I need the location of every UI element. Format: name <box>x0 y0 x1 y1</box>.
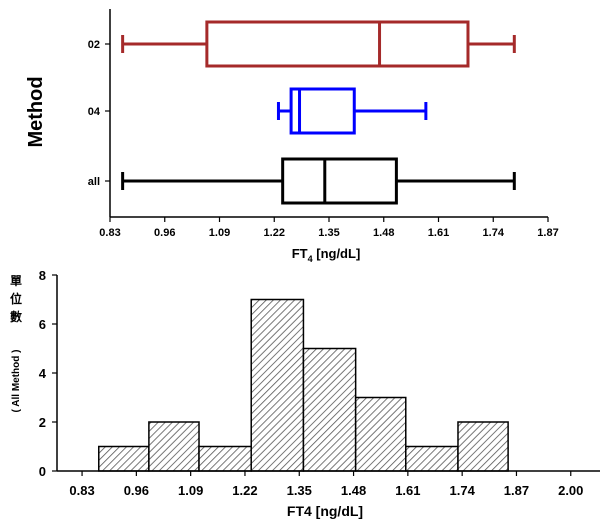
histogram-y-label-char: 位 <box>10 291 22 306</box>
histogram-y-label-char: 數 <box>10 309 22 324</box>
boxplot-x-tick-label: 1.22 <box>264 227 285 239</box>
boxplot-x-tick-label: 1.61 <box>428 227 449 239</box>
histogram-y-tick-label: 2 <box>39 415 46 430</box>
boxplot-x-tick-label: 1.74 <box>483 227 505 239</box>
histogram-x-tick-label: 1.09 <box>178 483 203 498</box>
histogram-y-tick-label: 0 <box>39 464 46 479</box>
histogram-bar <box>457 421 509 472</box>
histogram-x-tick-label: 1.22 <box>232 483 257 498</box>
histogram-bar <box>98 445 150 472</box>
histogram-x-tick-label: 1.48 <box>341 483 366 498</box>
boxplot-category-label: 04 <box>88 106 101 118</box>
histogram-bar <box>250 298 305 472</box>
histogram-x-tick-label: 0.83 <box>69 483 94 498</box>
histogram-bar <box>148 421 200 472</box>
boxplot-x-tick-label: 0.96 <box>154 227 175 239</box>
histogram-chart: 0 2 4 6 8 0.83 0.96 1.09 1.22 1.35 1.48 1.61 1.74 1.… <box>10 268 600 519</box>
boxplot-y-axis-label: Method <box>25 76 47 147</box>
histogram-x-tick-label: 1.35 <box>287 483 312 498</box>
histogram-bar <box>198 445 252 472</box>
boxplot-x-tick-label: 0.83 <box>99 227 120 239</box>
histogram-y-label-char: 單 <box>10 274 22 288</box>
histogram-x-tick-label: 1.74 <box>450 483 476 498</box>
histogram-x-tick-label: 1.87 <box>504 483 529 498</box>
box-02 <box>121 20 516 68</box>
boxplot-x-tick-label: 1.48 <box>373 227 394 239</box>
box-iqr <box>205 20 470 68</box>
histogram-x-tick-label: 0.96 <box>124 483 149 498</box>
histogram-bar <box>354 396 407 472</box>
histogram-bar <box>405 445 459 472</box>
histogram-x-tick-label: 2.00 <box>558 483 583 498</box>
histogram-y-label-sub: ( All Method ) <box>11 350 22 413</box>
box-04 <box>276 87 428 135</box>
box-iqr <box>289 87 356 135</box>
boxplot-x-axis-label: FT4 [ng/dL] <box>292 246 361 264</box>
boxplot-category-label: all <box>88 176 100 188</box>
histogram-y-tick-label: 4 <box>39 366 47 381</box>
histogram-y-axis-label: 單 位 數 ( All Method ) <box>10 274 22 412</box>
histogram-x-axis-label: FT4 [ng/dL] <box>287 503 363 519</box>
histogram-y-tick-label: 6 <box>39 317 46 332</box>
boxplot-chart: 0.83 0.96 1.09 1.22 1.35 1.48 1.61 1.74 1.87 02 0… <box>25 9 559 264</box>
boxplot-category-label: 02 <box>88 39 100 51</box>
box-all <box>121 157 516 205</box>
histogram-y-tick-label: 8 <box>39 268 46 283</box>
boxplot-x-tick-label: 1.09 <box>209 227 230 239</box>
box-iqr <box>281 157 398 205</box>
histogram-bar <box>302 347 357 472</box>
histogram-x-tick-label: 1.61 <box>395 483 420 498</box>
boxplot-x-tick-label: 1.87 <box>537 227 558 239</box>
boxplot-x-tick-label: 1.35 <box>318 227 339 239</box>
